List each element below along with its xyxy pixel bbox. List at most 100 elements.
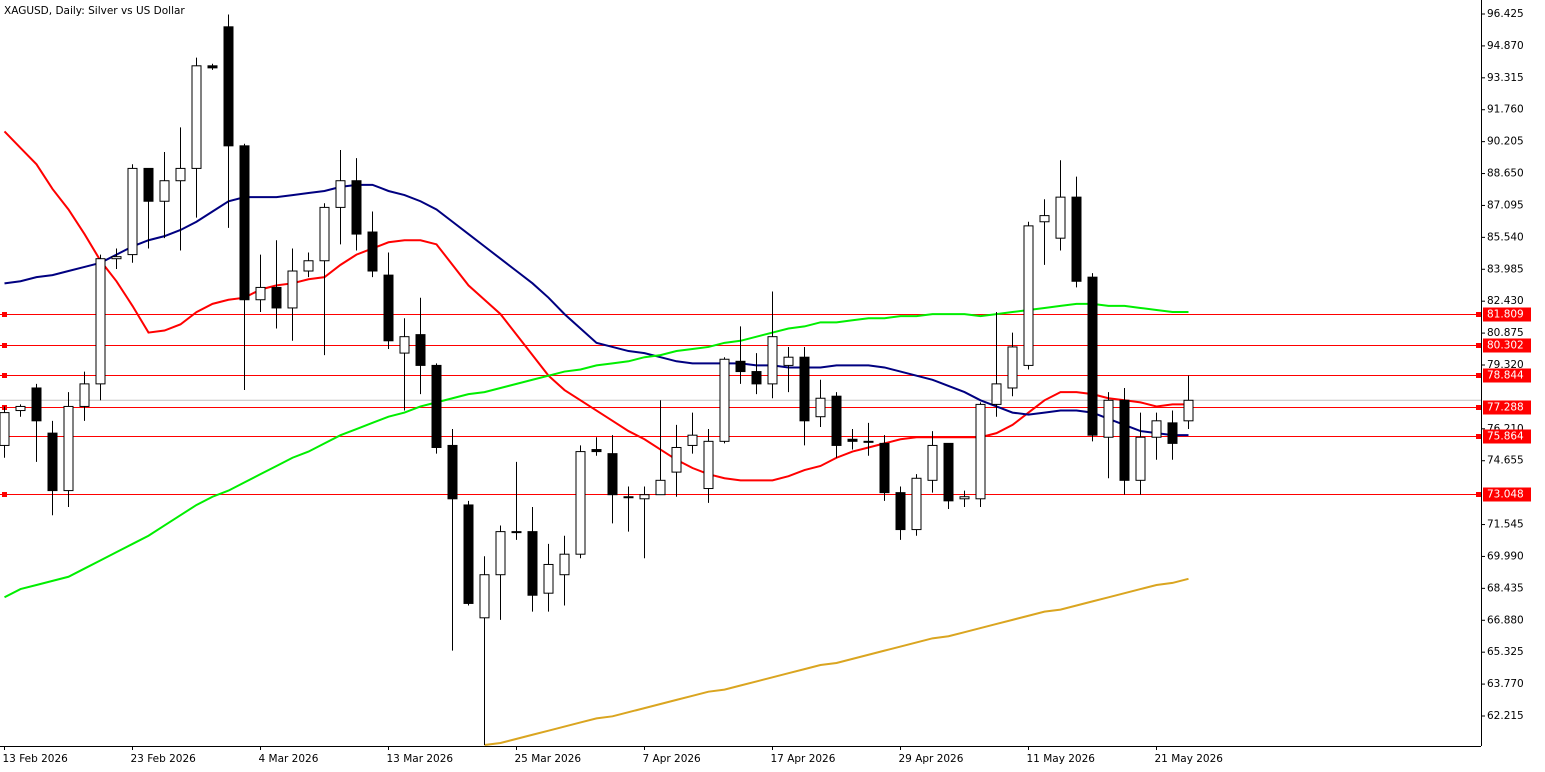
candle-body bbox=[175, 167, 186, 182]
candle-body bbox=[687, 434, 698, 446]
y-tick-label: 66.880 bbox=[1487, 614, 1524, 626]
candle-body bbox=[783, 356, 794, 366]
candle-body bbox=[799, 356, 810, 422]
y-tick-label: 71.545 bbox=[1487, 519, 1524, 531]
y-tick-label: 68.435 bbox=[1487, 582, 1524, 594]
candle-body bbox=[399, 336, 410, 354]
candle-body bbox=[319, 206, 330, 262]
moving-average-line bbox=[484, 577, 1189, 746]
x-tick-label: 13 Mar 2026 bbox=[387, 753, 454, 765]
candle-body bbox=[287, 270, 298, 309]
y-tick-label: 62.215 bbox=[1487, 710, 1524, 722]
candle-body bbox=[1055, 196, 1066, 239]
level-label: 77.288 bbox=[1487, 402, 1524, 414]
level-marker bbox=[1476, 405, 1481, 410]
candle-body bbox=[1007, 346, 1018, 389]
chart-title: XAGUSD, Daily: Silver vs US Dollar bbox=[4, 5, 185, 17]
y-tick-label: 83.985 bbox=[1487, 263, 1524, 275]
candle-body bbox=[767, 336, 778, 385]
x-tick-label: 11 May 2026 bbox=[1027, 753, 1096, 765]
candle-body bbox=[815, 397, 826, 418]
candle-body bbox=[863, 440, 874, 443]
candle-body bbox=[15, 405, 26, 412]
candle-body bbox=[271, 286, 282, 309]
candle-body bbox=[367, 231, 378, 272]
candle-body bbox=[511, 531, 522, 534]
x-tick-label: 4 Mar 2026 bbox=[259, 753, 319, 765]
level-label: 73.048 bbox=[1487, 489, 1524, 501]
candle-body bbox=[991, 383, 1002, 405]
level-marker bbox=[2, 312, 7, 317]
candle-body bbox=[735, 360, 746, 373]
candle-body bbox=[31, 387, 42, 422]
level-marker bbox=[1476, 434, 1481, 439]
x-tick-label: 21 May 2026 bbox=[1155, 753, 1224, 765]
y-tick-label: 88.650 bbox=[1487, 168, 1524, 180]
candle-body bbox=[143, 167, 154, 202]
x-tick-label: 7 Apr 2026 bbox=[643, 753, 702, 765]
moving-average-line bbox=[3, 130, 1189, 482]
candle-body bbox=[575, 451, 586, 555]
y-tick-label: 79.320 bbox=[1487, 359, 1524, 371]
level-label-box bbox=[1483, 429, 1531, 444]
y-tick-label: 65.325 bbox=[1487, 646, 1524, 658]
y-tick-label: 96.425 bbox=[1487, 8, 1524, 20]
candle-body bbox=[623, 496, 634, 499]
candle-body bbox=[703, 440, 714, 490]
y-tick-label: 80.875 bbox=[1487, 327, 1524, 339]
level-marker bbox=[2, 492, 7, 497]
y-tick-label: 74.655 bbox=[1487, 455, 1524, 467]
candle-body bbox=[127, 167, 138, 256]
candle-body bbox=[95, 258, 106, 385]
y-tick-label: 87.095 bbox=[1487, 199, 1524, 211]
x-tick-label: 13 Feb 2026 bbox=[3, 753, 69, 765]
level-marker bbox=[1476, 373, 1481, 378]
y-tick-label: 63.770 bbox=[1487, 678, 1524, 690]
level-marker bbox=[1476, 343, 1481, 348]
candle-body bbox=[463, 504, 474, 604]
candle-body bbox=[879, 442, 890, 494]
moving-average-line bbox=[4, 183, 1189, 437]
candle-body bbox=[847, 438, 858, 442]
candle-body bbox=[1119, 399, 1130, 481]
candle-body bbox=[831, 395, 842, 446]
level-label-box bbox=[1483, 400, 1531, 415]
candle-body bbox=[927, 444, 938, 481]
candle-body bbox=[415, 334, 426, 366]
candle-body bbox=[1151, 420, 1162, 438]
y-tick-label: 82.430 bbox=[1487, 295, 1524, 307]
candle-body bbox=[79, 383, 90, 407]
candle-body bbox=[559, 553, 570, 576]
x-tick-label: 23 Feb 2026 bbox=[131, 753, 197, 765]
level-label-box bbox=[1483, 338, 1531, 353]
y-tick-label: 94.870 bbox=[1487, 40, 1524, 52]
candle-body bbox=[479, 574, 490, 619]
candle-body bbox=[1103, 399, 1114, 438]
candle-body bbox=[191, 65, 202, 169]
candle-body bbox=[1087, 276, 1098, 436]
x-tick-label: 25 Mar 2026 bbox=[515, 753, 582, 765]
candle-body bbox=[431, 364, 442, 448]
level-marker bbox=[2, 343, 7, 348]
level-label-box bbox=[1483, 487, 1531, 502]
candle-body bbox=[1071, 196, 1082, 282]
candle-body bbox=[239, 145, 250, 301]
level-marker bbox=[1476, 492, 1481, 497]
level-label-box bbox=[1483, 307, 1531, 322]
x-tick-label: 29 Apr 2026 bbox=[899, 753, 964, 765]
level-label: 75.864 bbox=[1487, 431, 1524, 443]
candle-body bbox=[207, 65, 218, 69]
candle-body bbox=[111, 256, 122, 260]
y-tick-label: 90.205 bbox=[1487, 136, 1524, 148]
y-tick-label: 91.760 bbox=[1487, 104, 1524, 116]
candle-body bbox=[47, 432, 58, 492]
candle-body bbox=[303, 260, 314, 272]
candle-body bbox=[0, 412, 10, 446]
candle-body bbox=[63, 405, 74, 492]
candle-body bbox=[447, 444, 458, 500]
candle-body bbox=[159, 180, 170, 202]
candle-body bbox=[335, 180, 346, 208]
level-label: 80.302 bbox=[1487, 340, 1524, 352]
